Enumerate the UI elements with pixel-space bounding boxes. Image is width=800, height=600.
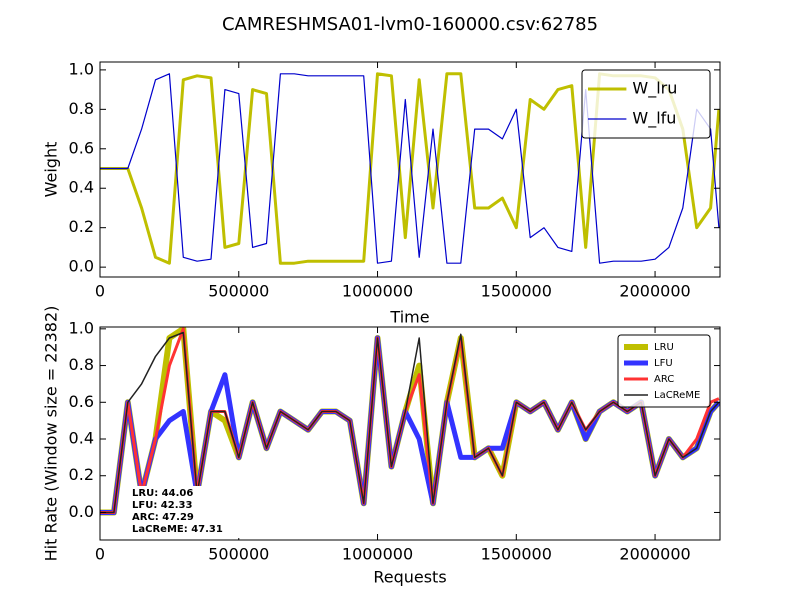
y-tick-label: 0.2 (69, 465, 94, 484)
x-tick-label: 1000000 (342, 545, 413, 564)
legend-label: ARC (654, 374, 674, 385)
annotation: LFU: 42.33 (132, 500, 192, 511)
axes-frame (99, 61, 721, 278)
legend-box (581, 69, 711, 139)
y-tick-label: 0.0 (69, 502, 94, 521)
x-tick-label: 0 (95, 545, 105, 564)
annotation: LaCReME: 47.31 (132, 524, 223, 535)
y-tick-label: 0.4 (69, 429, 94, 448)
annotation-box (128, 486, 240, 538)
x-tick-label: 0 (95, 282, 105, 301)
legend-label: W_lru (632, 79, 677, 99)
legend-box (617, 334, 711, 408)
y-tick-label: 0.2 (69, 217, 94, 236)
axes-frame (99, 326, 721, 541)
x-tick-label: 1500000 (481, 545, 552, 564)
x-tick-label: 1500000 (481, 282, 552, 301)
x-tick-label: 2000000 (619, 545, 690, 564)
figure-title: CAMRESHMSA01-lvm0-160000.csv:62785 (222, 14, 598, 35)
y-tick-label: 0.0 (69, 257, 94, 276)
legend-label: LRU (654, 342, 674, 353)
y-tick-label: 1.0 (69, 318, 94, 337)
y-tick-label: 0.8 (69, 99, 94, 118)
legend-label: LaCReME (654, 390, 700, 401)
x-tick-label: 1000000 (342, 282, 413, 301)
y-tick-label: 0.6 (69, 138, 94, 157)
y-tick-label: 1.0 (69, 59, 94, 78)
series-line (100, 73, 720, 264)
legend-label: W_lfu (632, 109, 676, 129)
y-axis-label: Hit Rate (Window size = 22382) (42, 306, 61, 562)
y-tick-label: 0.6 (69, 392, 94, 411)
x-axis-label: Requests (373, 568, 446, 587)
y-axis-label: Weight (42, 142, 61, 198)
y-tick-label: 0.4 (69, 178, 94, 197)
annotation: LRU: 44.06 (132, 488, 193, 499)
x-tick-label: 2000000 (619, 282, 690, 301)
y-tick-label: 0.8 (69, 355, 94, 374)
legend-label: LFU (654, 358, 673, 369)
x-tick-label: 500000 (208, 545, 269, 564)
x-tick-label: 500000 (208, 282, 269, 301)
annotation: ARC: 47.29 (132, 512, 194, 523)
x-axis-label: Time (389, 308, 429, 327)
